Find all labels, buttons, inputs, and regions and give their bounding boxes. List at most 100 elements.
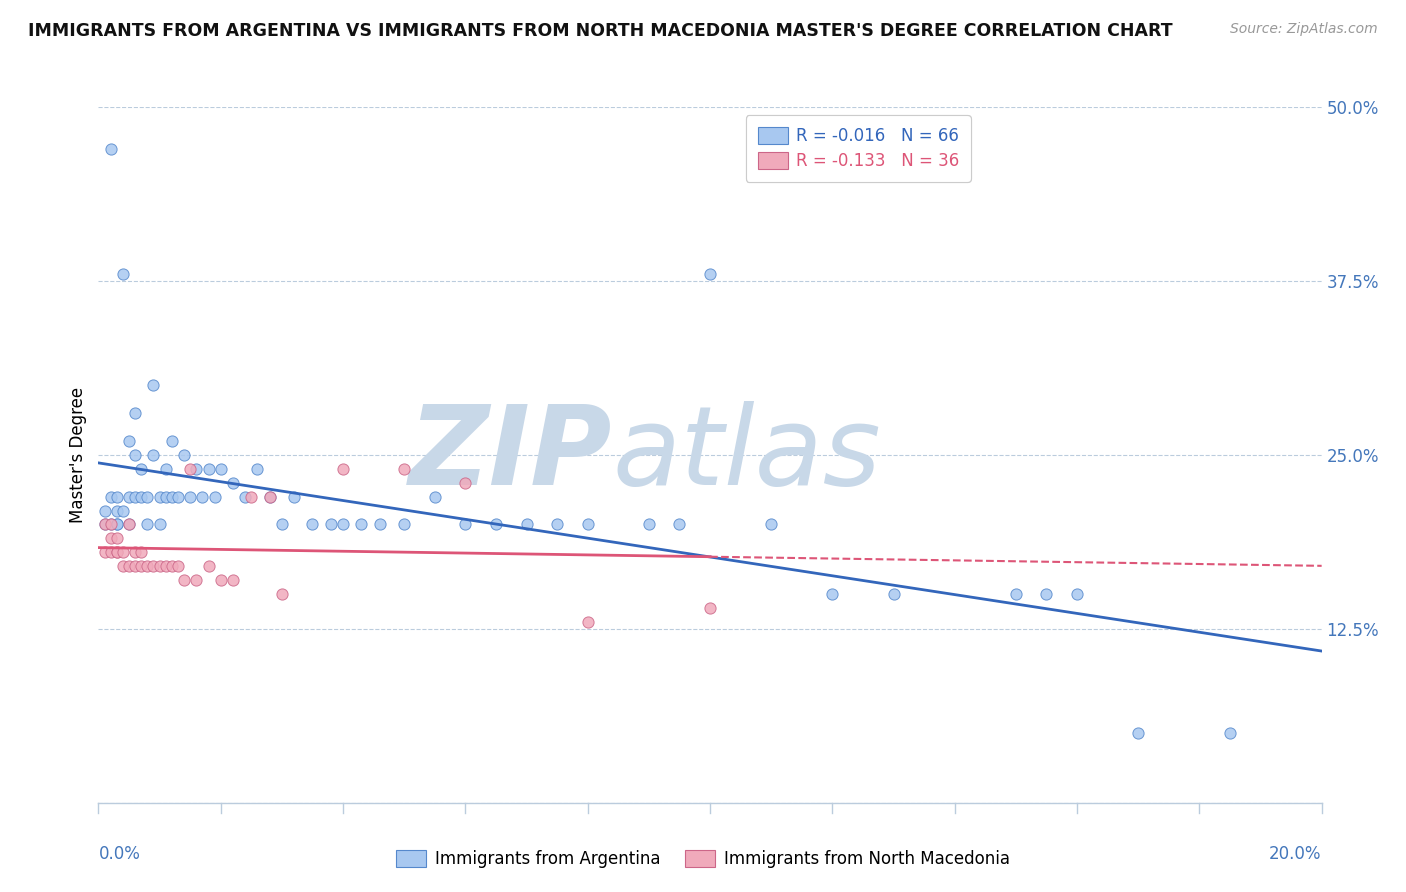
Point [118,490,141,504]
Point [191,490,214,504]
Point [270,587,292,601]
Point [105,532,128,546]
Point [1035,587,1057,601]
Point [301,517,323,532]
Point [105,545,128,559]
Point [699,267,721,281]
Point [129,545,152,559]
Point [100,142,122,156]
Point [186,573,208,587]
Point [222,475,245,490]
Point [699,601,721,615]
Legend: Immigrants from Argentina, Immigrants from North Macedonia: Immigrants from Argentina, Immigrants fr… [389,843,1017,875]
Point [637,517,661,532]
Point [100,490,122,504]
Point [129,490,152,504]
Point [93,545,115,559]
Text: 0.0%: 0.0% [98,845,141,863]
Point [576,517,599,532]
Point [270,517,292,532]
Text: atlas: atlas [612,401,880,508]
Point [124,545,146,559]
Point [167,490,190,504]
Point [100,532,122,546]
Point [136,559,159,574]
Legend: R = -0.016   N = 66, R = -0.133   N = 36: R = -0.016 N = 66, R = -0.133 N = 36 [747,115,970,182]
Point [546,517,568,532]
Point [173,448,195,462]
Point [129,462,152,476]
Point [155,559,177,574]
Point [197,462,219,476]
Point [179,490,201,504]
Point [149,517,172,532]
Point [105,517,128,532]
Text: ZIP: ZIP [409,401,612,508]
Point [204,490,226,504]
Point [111,559,134,574]
Point [883,587,905,601]
Point [1128,726,1150,740]
Point [186,462,208,476]
Point [105,517,128,532]
Point [136,490,159,504]
Point [319,517,342,532]
Point [821,587,844,601]
Point [111,267,134,281]
Point [93,517,115,532]
Point [149,490,172,504]
Point [118,559,141,574]
Point [240,490,263,504]
Point [283,490,305,504]
Point [576,615,599,629]
Point [167,559,190,574]
Text: Source: ZipAtlas.com: Source: ZipAtlas.com [1230,22,1378,37]
Point [516,517,538,532]
Point [209,462,232,476]
Point [124,406,146,420]
Point [392,462,416,476]
Text: 20.0%: 20.0% [1270,845,1322,863]
Point [485,517,508,532]
Point [392,517,416,532]
Point [111,503,134,517]
Point [124,490,146,504]
Point [332,462,354,476]
Point [1004,587,1026,601]
Point [100,517,122,532]
Point [423,490,446,504]
Point [179,462,201,476]
Point [142,448,165,462]
Point [149,559,172,574]
Point [759,517,782,532]
Point [454,517,477,532]
Point [454,475,477,490]
Point [160,434,183,448]
Point [124,559,146,574]
Point [93,517,115,532]
Point [142,559,165,574]
Point [155,490,177,504]
Point [173,573,195,587]
Point [368,517,391,532]
Point [93,503,115,517]
Point [124,448,146,462]
Point [332,517,354,532]
Point [105,545,128,559]
Point [1066,587,1088,601]
Point [160,490,183,504]
Point [209,573,232,587]
Y-axis label: Master's Degree: Master's Degree [69,387,87,523]
Point [118,517,141,532]
Point [100,517,122,532]
Point [142,378,165,392]
Point [350,517,373,532]
Point [668,517,690,532]
Point [100,545,122,559]
Point [105,490,128,504]
Point [136,517,159,532]
Text: IMMIGRANTS FROM ARGENTINA VS IMMIGRANTS FROM NORTH MACEDONIA MASTER'S DEGREE COR: IMMIGRANTS FROM ARGENTINA VS IMMIGRANTS … [28,22,1173,40]
Point [259,490,281,504]
Point [160,559,183,574]
Point [222,573,245,587]
